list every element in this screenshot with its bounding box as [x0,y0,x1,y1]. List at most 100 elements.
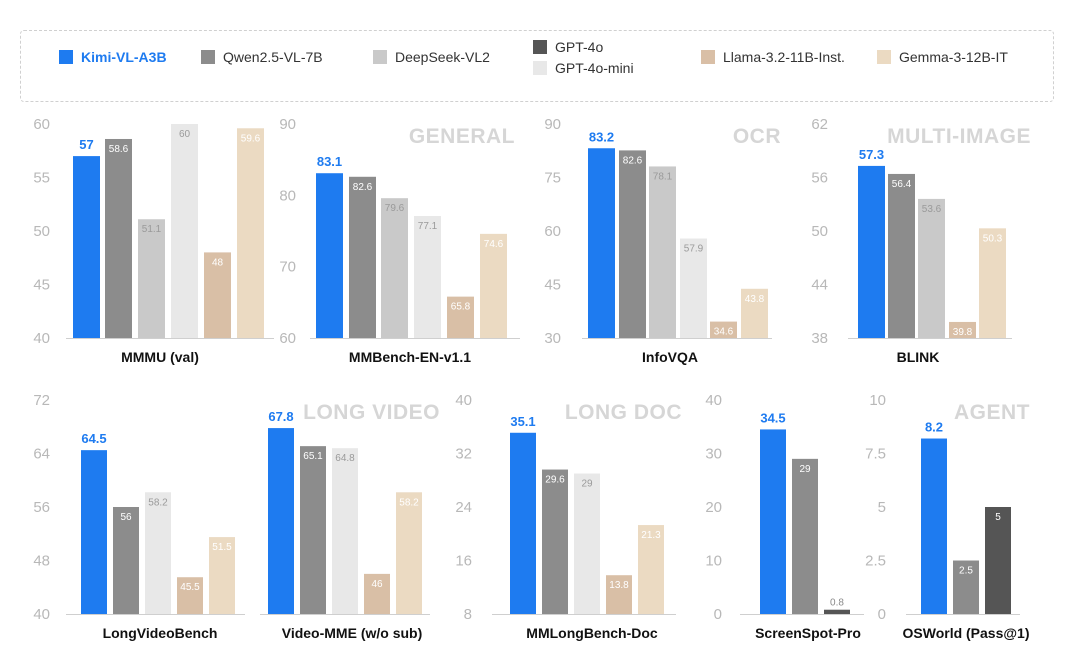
legend-item-deepseek: DeepSeek-VL2 [373,49,490,65]
legend-swatch [701,50,715,64]
bar-value-label: 34.5 [760,410,785,425]
chart-title: InfoVQA [642,349,698,365]
bar-value-label: 2.5 [959,566,973,577]
y-tick-label: 90 [279,116,296,133]
bar-llama [364,573,390,614]
bar-value-label: 51.5 [212,542,232,553]
bar-gemma [237,128,264,338]
legend-label: Llama-3.2-11B-Inst. [723,49,845,65]
bar-llama [177,577,203,614]
y-tick-label: 44 [811,277,828,294]
y-tick-label: 56 [811,170,828,187]
y-tick-label: 2.5 [865,553,886,570]
chart-title: MMBench-EN-v1.1 [349,349,471,365]
y-tick-label: 16 [455,553,472,570]
bar-llama [606,575,632,614]
legend-item-qwen: Qwen2.5-VL-7B [201,49,323,65]
bar-llama [204,252,231,338]
y-tick-label: 70 [279,259,296,276]
bar-value-label: 65.1 [303,451,323,462]
bar-kimi [510,432,536,614]
legend-swatch [373,50,387,64]
chart-title: ScreenSpot-Pro [755,625,861,641]
bar-value-label: 29 [581,479,593,490]
y-tick-label: 64 [33,446,50,463]
chart-title: OSWorld (Pass@1) [903,625,1030,641]
bar-value-label: 57 [79,137,93,152]
chart-title: Video-MME (w/o sub) [282,625,423,641]
bar-value-label: 53.6 [922,204,942,215]
bar-qwen [888,173,915,338]
bar-value-label: 58.2 [148,497,168,508]
bar-value-label: 78.1 [653,171,673,182]
y-tick-label: 48 [33,553,50,570]
bar-deepseek [381,198,408,338]
bar-value-label: 39.8 [953,327,973,338]
bar-value-label: 74.6 [484,239,504,250]
bar-qwen [113,507,139,614]
bar-llama [949,321,976,338]
bar-kimi [760,429,786,614]
bar-gpt4omini [145,492,171,614]
legend-label: Kimi-VL-A3B [81,49,167,65]
bar-qwen [953,560,979,614]
legend-label: GPT-4o [555,39,604,55]
bar-value-label: 48 [212,257,224,268]
bar-value-label: 56 [120,512,132,523]
y-tick-label: 7.5 [865,446,886,463]
legend-item-gpt4o: GPT-4o [533,39,603,55]
bar-value-label: 58.2 [399,497,419,508]
section-heading: MULTI-IMAGE [887,125,1031,148]
chart-title: LongVideoBench [103,625,218,641]
section-heading: AGENT [954,401,1030,424]
bar-kimi [316,173,343,338]
bar-kimi [921,438,947,614]
bar-value-label: 5 [995,512,1001,523]
y-tick-label: 80 [279,187,296,204]
bar-gpt4o [985,507,1011,614]
y-tick-label: 30 [705,446,722,463]
y-tick-label: 40 [33,606,50,623]
bar-gpt4omini [414,216,441,338]
bar-value-label: 64.8 [335,453,355,464]
y-tick-label: 60 [33,116,50,133]
bar-kimi [588,148,615,338]
legend-swatch [201,50,215,64]
bar-qwen [300,446,326,614]
bar-kimi [268,428,294,614]
bar-value-label: 82.6 [353,182,373,193]
y-tick-label: 40 [33,330,50,347]
y-tick-label: 60 [279,330,296,347]
bar-value-label: 64.5 [81,431,106,446]
bar-kimi [73,156,100,338]
bar-value-label: 83.1 [317,154,342,169]
bar-value-label: 65.8 [451,302,471,313]
y-tick-label: 38 [811,330,828,347]
chart-title: MMMU (val) [121,349,199,365]
y-tick-label: 32 [455,446,472,463]
bar-value-label: 43.8 [745,294,765,305]
legend-swatch [877,50,891,64]
chart-title: MMLongBench-Doc [526,625,658,641]
bar-qwen [619,150,646,338]
bar-deepseek [649,166,676,338]
bar-value-label: 50.3 [983,233,1003,244]
bar-deepseek [918,198,945,338]
section-heading: LONG VIDEO [303,401,440,424]
y-tick-label: 90 [544,116,561,133]
bar-value-label: 56.4 [892,179,912,190]
legend-item-gpt4omini: GPT-4o-mini [533,60,634,76]
bar-value-label: 8.2 [925,420,943,435]
bar-kimi [81,450,107,614]
bar-value-label: 29 [799,464,811,475]
legend-item-kimi: Kimi-VL-A3B [59,49,167,65]
bar-value-label: 79.6 [385,203,405,214]
bar-gpt4omini [680,238,707,338]
y-tick-label: 72 [33,392,50,409]
y-tick-label: 5 [878,499,886,516]
bar-gpt4o [824,609,850,614]
y-tick-label: 55 [33,170,50,187]
bar-qwen [105,138,132,338]
bar-gemma [741,288,768,338]
bar-gemma [396,492,422,614]
